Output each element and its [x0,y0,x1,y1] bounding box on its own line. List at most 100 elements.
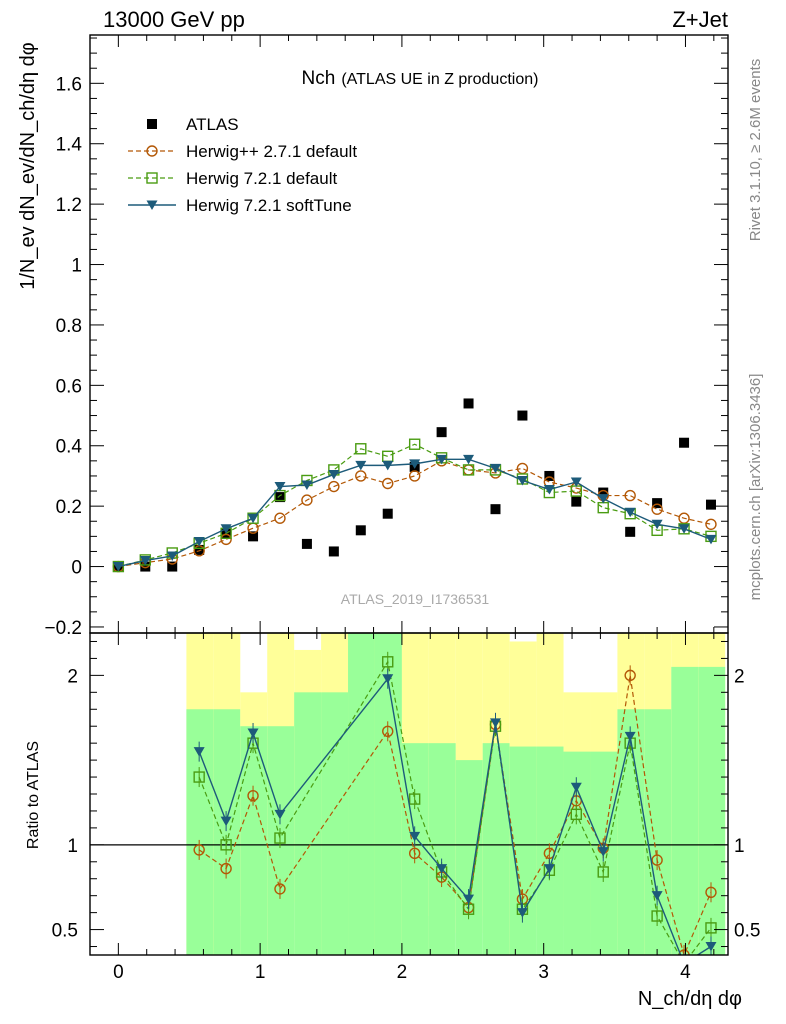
data-point [597,501,609,514]
band-green [428,743,456,955]
data-point [194,544,205,555]
data-point [355,460,367,471]
x-tick-label: 0 [113,962,124,983]
plot-title-sub: (ATLAS UE in Z production) [341,71,538,88]
ratio-point [624,669,636,682]
data-point [112,562,124,572]
band-green [536,746,564,955]
main-panel [112,398,717,573]
ratio-point [193,747,205,757]
mcplots-credit-label: mcplots.cern.ch [arXiv:1306.3436] [747,374,764,601]
series-line [118,460,712,568]
data-point [598,487,609,498]
data-point [301,480,313,491]
ratio-point [436,864,448,874]
data-point [220,524,232,534]
data-point [167,561,178,572]
data-point [624,489,636,502]
data-point [248,531,259,542]
data-point [463,398,474,409]
data-point [705,518,717,530]
series-3 [112,454,717,572]
data-point [328,469,340,480]
legend-label: ATLAS [186,115,239,134]
ratio-uncertainty-bands [186,633,726,955]
band-green [294,692,322,955]
ratio-point [651,891,663,901]
ratio-point [705,886,717,898]
ratio-point [274,883,286,895]
data-point [436,454,448,465]
ratio-point [597,866,609,878]
axes: 0 1 2 3 4 −0.2 0 0.2 0.4 0.6 0.8 1 1.2 1.4 1.6 0.5 0.5 1 1… [44,34,760,983]
band-green [321,692,349,955]
ratio-point [382,674,394,684]
ratio-point [409,831,421,842]
data-point [140,561,151,572]
ratio-series-2 [193,668,717,955]
ratio-y-tick-label: 1 [67,836,78,857]
x-axis-label: N_ch/dη dφ [638,988,742,1010]
y-tick-label: 0.2 [56,497,82,518]
data-point [489,463,501,474]
data-point [301,538,312,549]
ratio-point [570,808,582,821]
y-tick-label: 0.4 [56,437,83,458]
y-tick-label: 1.4 [56,135,83,156]
ratio-point [570,782,582,793]
data-point [517,410,528,421]
y-tick-label: 0.8 [56,316,82,337]
ratio-point [247,728,259,738]
analysis-tag: ATLAS_2019_I1736531 [341,591,490,607]
data-point [382,460,394,471]
data-point [679,437,690,448]
ratio-point [382,725,394,737]
band-green [671,666,699,955]
band-green [348,633,375,955]
ratio-y-tick-label: 0.5 [52,921,78,942]
y-tick-label: −0.2 [44,618,82,639]
legend-label: Herwig 7.2.1 default [186,169,337,188]
data-point [705,534,717,545]
data-point [408,470,421,482]
header-process-label: Z+Jet [672,7,728,32]
ratio-point [274,809,286,820]
ratio-y-tick-label: 2 [67,666,78,687]
data-point [382,508,393,519]
series-line [118,458,712,568]
ratio-point [247,789,259,802]
y-tick-label: 1 [71,256,82,277]
data-point [328,546,339,557]
series-line [118,443,712,568]
ratio-point [220,862,232,875]
data-point [355,443,367,455]
ratio-point [408,793,421,805]
data-point [436,427,447,438]
data-point [625,526,636,537]
ratio-point [651,854,663,866]
data-point [678,524,690,534]
data-point [328,480,340,493]
data-point [408,438,421,450]
legend-marker [146,172,158,184]
band-green [644,709,672,955]
ratio-point [597,847,609,857]
ratio-point [463,894,475,905]
data-point [193,536,205,547]
y-tick-label: 1.2 [56,195,82,216]
data-point [409,459,421,469]
band-green [213,709,241,955]
ratio-point [382,656,394,668]
data-point [597,494,609,504]
ratio-point [220,839,232,851]
y-axis-label-ratio: Ratio to ATLAS [25,741,42,849]
rivet-version-label: Rivet 3.1.10, ≥ 2.6M events [747,59,764,242]
data-point [274,512,286,524]
ratio-point [193,844,205,856]
data-point [382,477,394,490]
legend-label: Herwig++ 2.7.1 default [186,142,357,161]
data-point [382,450,394,463]
ratio-point [705,942,717,952]
ratio-panel [90,651,728,955]
